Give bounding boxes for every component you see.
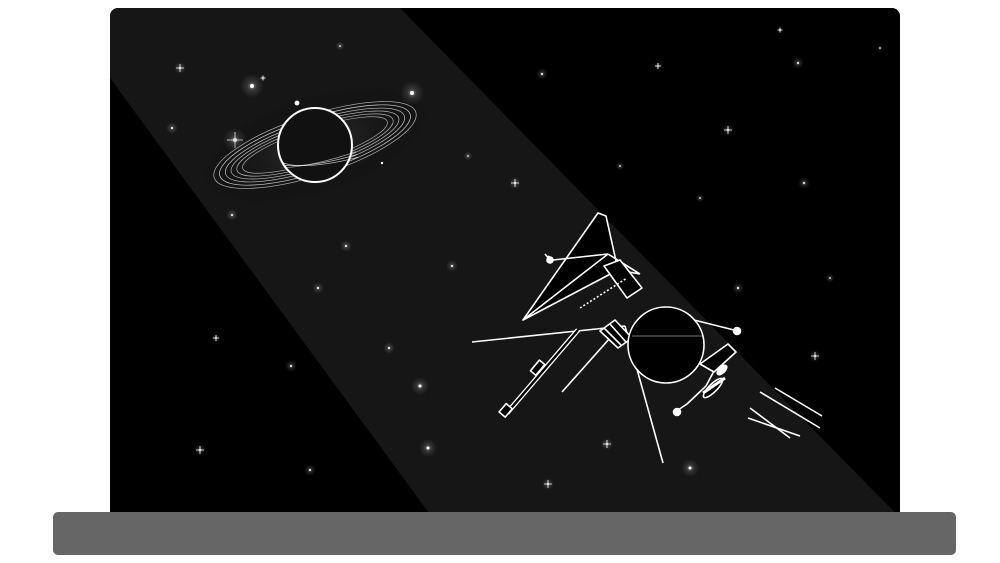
star <box>199 449 201 451</box>
star <box>657 65 659 67</box>
star <box>688 466 692 470</box>
star <box>317 287 319 289</box>
star <box>814 355 816 357</box>
star <box>547 483 549 485</box>
star <box>467 155 469 157</box>
star <box>345 245 347 247</box>
star <box>250 84 254 88</box>
star <box>779 29 781 31</box>
star <box>215 337 217 339</box>
star <box>797 62 799 64</box>
star <box>290 365 292 367</box>
star <box>879 47 881 49</box>
star <box>619 165 621 167</box>
star <box>829 277 831 279</box>
screen-stand <box>53 512 956 555</box>
space-probe-icon <box>471 212 823 464</box>
star <box>426 446 430 450</box>
star <box>727 129 729 131</box>
star <box>699 197 701 199</box>
star <box>737 287 739 289</box>
saturn-planet-icon <box>199 84 431 206</box>
star <box>231 214 233 216</box>
star <box>541 73 543 75</box>
star <box>451 265 453 267</box>
star <box>309 469 311 471</box>
star <box>606 443 608 445</box>
star <box>339 45 341 47</box>
star <box>418 384 422 388</box>
star <box>179 67 181 69</box>
star <box>262 77 264 79</box>
space-screen <box>110 8 900 528</box>
space-scene <box>110 8 900 528</box>
star <box>514 182 516 184</box>
star <box>171 127 173 129</box>
star <box>803 182 805 184</box>
star <box>388 347 390 349</box>
